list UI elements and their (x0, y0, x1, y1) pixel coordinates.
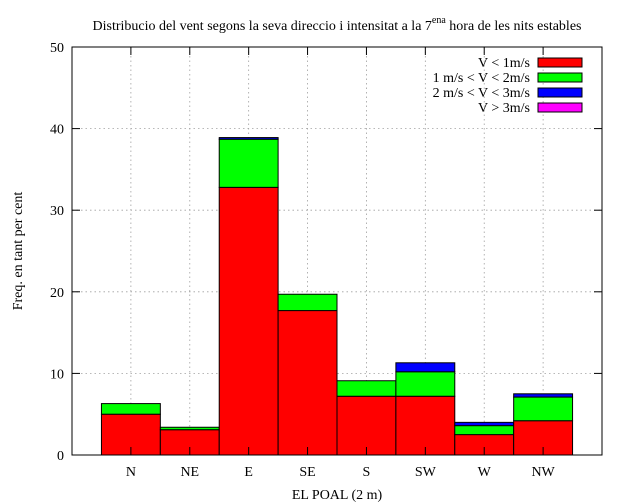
x-tick-label-n: N (126, 465, 136, 480)
x-tick-label-w: W (478, 465, 492, 480)
bar-n-series-1 (100, 403, 161, 415)
bar-se-series-1 (277, 293, 338, 312)
y-tick-label: 50 (50, 41, 64, 56)
bar-e-series-2 (218, 137, 279, 140)
x-tick-label-e: E (244, 465, 253, 480)
legend-label-2: 2 m/s < V < 3m/s (433, 86, 530, 101)
bar-s-series-1 (336, 380, 397, 397)
y-tick-label: 40 (50, 123, 64, 138)
x-tick-label-nw: NW (531, 465, 555, 480)
bar-e-series-0 (218, 186, 279, 456)
bar-nw-series-1 (513, 396, 574, 422)
legend-label-0: V < 1m/s (478, 56, 530, 71)
legend-label-3: V > 3m/s (478, 101, 530, 116)
y-axis-label: Freq. en tant per cent (11, 192, 26, 311)
bar-group (100, 137, 574, 456)
bar-se-series-0 (277, 310, 338, 456)
legend: V < 1m/s1 m/s < V < 2m/s2 m/s < V < 3m/s… (433, 56, 583, 116)
legend-swatch-0 (537, 57, 583, 68)
legend-swatch-1 (537, 72, 583, 83)
legend-swatch-3 (537, 102, 583, 113)
x-axis-ticks: N NE E SE S SW W NW (126, 47, 556, 480)
bar-w-series-1 (454, 425, 515, 436)
legend-label-1: 1 m/s < V < 2m/s (433, 71, 530, 86)
bar-sw-series-2 (395, 362, 456, 373)
bar-nw-series-2 (513, 393, 574, 398)
x-tick-label-sw: SW (415, 465, 437, 480)
legend-swatch-2 (537, 87, 583, 98)
bar-ne-series-1 (159, 426, 220, 431)
y-tick-label: 0 (57, 449, 64, 464)
plot-frame (71, 46, 603, 456)
bar-sw-series-1 (395, 371, 456, 397)
x-tick-label-se: SE (299, 465, 315, 480)
bar-w-series-2 (454, 421, 515, 427)
bar-sw-series-0 (395, 395, 456, 456)
x-tick-label-ne: NE (180, 465, 199, 480)
bar-s-series-0 (336, 395, 397, 456)
y-tick-label: 10 (50, 367, 64, 382)
chart-title: Distribucio del vent segons la seva dire… (93, 15, 582, 34)
y-tick-label: 30 (50, 204, 64, 219)
y-tick-label: 20 (50, 286, 64, 301)
x-axis-label: EL POAL (2 m) (292, 488, 383, 503)
x-tick-label-s: S (363, 465, 371, 480)
y-axis-ticks: 0 10 20 30 40 50 (50, 41, 602, 464)
bar-e-series-1 (218, 138, 279, 188)
